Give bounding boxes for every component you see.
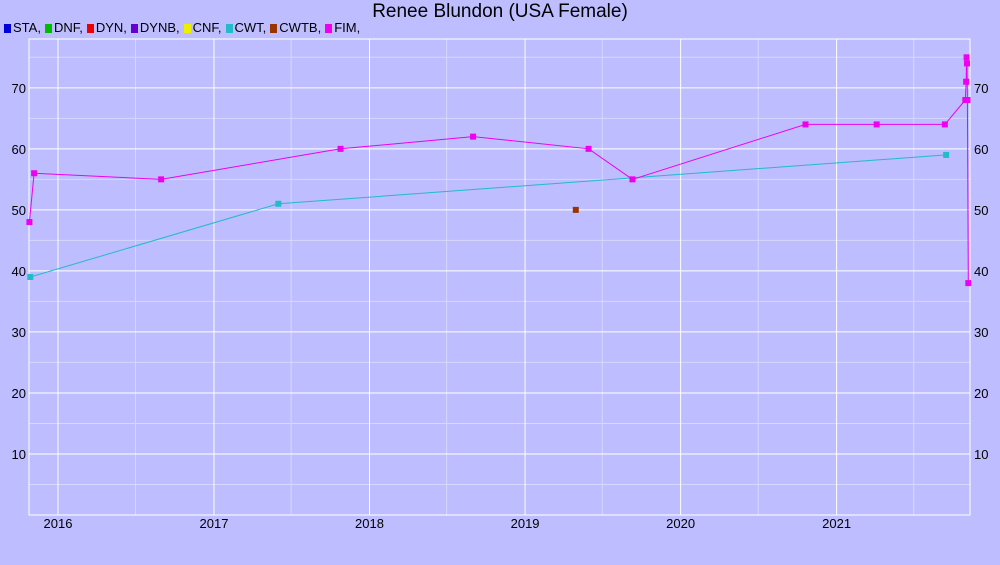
y-tick-label-left: 60 <box>12 142 26 157</box>
legend-label: CWTB, <box>279 20 322 35</box>
legend-label: CNF, <box>192 20 222 35</box>
data-point-fim <box>629 176 636 183</box>
legend-swatch <box>270 24 278 33</box>
legend: STA, DNF, DYN, DYNB, CNF, CWT, CWTB, FIM, <box>4 20 364 35</box>
x-tick-label: 2018 <box>355 516 384 531</box>
data-point-fim <box>158 176 165 183</box>
legend-label: CWT, <box>234 20 267 35</box>
x-tick-label: 2017 <box>200 516 229 531</box>
data-point-fim <box>963 54 970 61</box>
data-point-fim <box>941 121 948 128</box>
y-tick-label-right: 70 <box>974 81 988 96</box>
x-tick-label: 2020 <box>666 516 695 531</box>
data-point-fim <box>964 60 971 67</box>
x-tick-label: 2021 <box>822 516 851 531</box>
data-point-cwtb <box>572 206 579 213</box>
y-tick-label-left: 20 <box>12 386 26 401</box>
data-point-fim <box>470 133 477 140</box>
legend-swatch <box>4 24 11 33</box>
data-point-cwt <box>943 151 950 158</box>
legend-entry-sta: STA, <box>4 20 41 35</box>
y-tick-label-right: 50 <box>974 203 988 218</box>
legend-entry-cwtb: CWTB, <box>270 20 321 35</box>
data-point-fim <box>873 121 880 128</box>
legend-swatch <box>130 24 138 33</box>
data-point-fim <box>26 219 33 226</box>
y-tick-label-right: 10 <box>974 447 988 462</box>
legend-label: STA, <box>13 20 41 35</box>
legend-entry-cwt: CWT, <box>225 20 267 35</box>
legend-entry-dyn: DYN, <box>86 20 127 35</box>
y-tick-label-right: 20 <box>974 386 988 401</box>
y-tick-label-left: 40 <box>12 264 26 279</box>
data-point-fim <box>965 280 972 287</box>
legend-label: DNF, <box>53 20 83 35</box>
legend-entry-dnf: DNF, <box>44 20 83 35</box>
data-point-fim <box>337 145 344 152</box>
data-point-cwt <box>27 274 34 280</box>
y-tick-label-left: 30 <box>12 325 26 340</box>
legend-swatch <box>225 24 233 33</box>
legend-swatch <box>183 24 191 33</box>
series-line-fim <box>28 57 969 284</box>
y-tick-label-left: 70 <box>12 81 26 96</box>
plot-border <box>28 38 971 516</box>
y-tick-label-right: 60 <box>974 142 988 157</box>
legend-entry-fim: FIM, <box>325 20 360 35</box>
legend-swatch <box>44 24 52 33</box>
chart-title: Renee Blundon (USA Female) <box>372 1 628 22</box>
data-point-fim <box>963 78 970 85</box>
data-point-cwt <box>275 200 282 207</box>
x-tick-label: 2016 <box>44 516 73 531</box>
legend-entry-cnf: CNF, <box>183 20 222 35</box>
legend-swatch <box>86 24 94 33</box>
data-point-fim <box>964 97 971 104</box>
legend-label: DYNB, <box>139 20 180 35</box>
y-tick-label-right: 30 <box>974 325 988 340</box>
y-tick-label-left: 10 <box>12 447 26 462</box>
data-point-fim <box>802 121 809 128</box>
legend-swatch <box>325 24 333 33</box>
x-tick-label: 2019 <box>511 516 540 531</box>
y-tick-label-left: 50 <box>12 203 26 218</box>
data-point-fim <box>31 170 38 177</box>
series-line-cwt <box>30 154 947 278</box>
data-point-fim <box>585 145 592 152</box>
y-tick-label-right: 40 <box>974 264 988 279</box>
legend-label: DYN, <box>95 20 127 35</box>
legend-entry-dynb: DYNB, <box>130 20 180 35</box>
legend-label: FIM, <box>334 20 361 35</box>
